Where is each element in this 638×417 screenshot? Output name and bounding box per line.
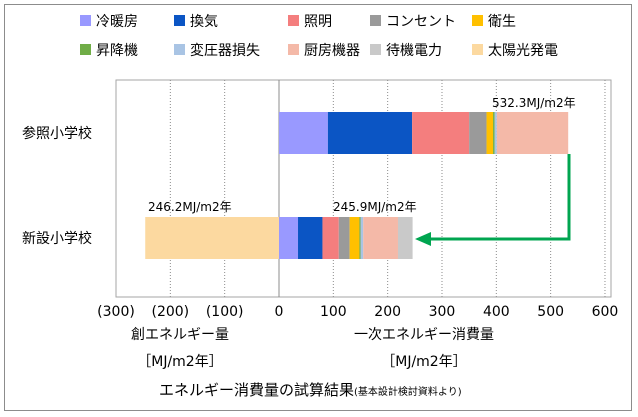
legend-swatch (472, 15, 483, 26)
bar-segment (363, 217, 398, 259)
bar-segment (412, 112, 470, 154)
value-annotation: 245.9MJ/m2年 (333, 200, 417, 214)
arrow-line (429, 154, 571, 241)
x-tick-label: 300 (429, 304, 456, 320)
x-tick-label: 400 (483, 304, 510, 320)
legend-swatch (288, 44, 299, 55)
legend-label: 照明 (304, 14, 332, 30)
arrow-head (415, 232, 431, 246)
x-tick-labels: (300) (200) (100) 0 100 200 300 400 500 600 (97, 304, 618, 320)
bar-segment (397, 217, 413, 259)
x-axis-right-label: 一次エネルギー消費量 (354, 327, 494, 343)
x-tick-label: 200 (374, 304, 401, 320)
bar-segment (494, 112, 497, 154)
bar-segment (322, 217, 339, 259)
bar-segment (279, 112, 328, 154)
x-tick-label: 0 (275, 304, 284, 320)
bar-segment (279, 217, 299, 259)
bar-segment (496, 112, 569, 154)
bar-segment (469, 112, 487, 154)
comparison-arrow (415, 154, 571, 246)
legend-item: 衛生 (472, 14, 516, 30)
legend-label: 太陽光発電 (488, 43, 558, 59)
caption-note: (基本設計検討資料より) (354, 385, 462, 398)
x-tick-label: 600 (592, 304, 619, 320)
legend-swatch (80, 15, 91, 26)
legend-label: 換気 (190, 14, 218, 30)
x-tick-label: 500 (537, 304, 564, 320)
bar-segment (298, 217, 323, 259)
legend-item: 換気 (174, 14, 218, 30)
x-tick-label: 100 (320, 304, 347, 320)
x-axis-left-label: 創エネルギー量 (131, 327, 229, 343)
bar-segment (359, 217, 361, 259)
legend-item: コンセント (370, 14, 456, 30)
legend-label: 厨房機器 (304, 43, 360, 59)
x-axis-right-unit: ［MJ/m2年］ (381, 354, 466, 370)
annotations: 532.3MJ/m2年 245.9MJ/m2年 246.2MJ/m2年 (148, 96, 576, 214)
caption-main: エネルギー消費量の試算結果 (159, 381, 354, 399)
legend-swatch (80, 44, 91, 55)
legend-label: 変圧器損失 (190, 42, 260, 59)
legend-label: 待機電力 (386, 43, 442, 59)
legend-item: 照明 (288, 14, 332, 30)
legend-swatch (370, 44, 381, 55)
x-tick-label: (300) (97, 304, 135, 320)
category-label: 新設小学校 (22, 230, 92, 247)
legend-item: 太陽光発電 (472, 43, 558, 59)
legend-swatch (174, 44, 185, 55)
x-tick-label: (100) (206, 304, 244, 320)
legend-swatch (174, 15, 185, 26)
legend-item: 待機電力 (370, 43, 442, 59)
legend-label: 冷暖房 (96, 14, 138, 30)
legend-item: 厨房機器 (288, 43, 360, 59)
bar-segment (338, 217, 350, 259)
legend-item: 冷暖房 (80, 14, 138, 30)
bar-segment (145, 217, 279, 259)
bar-segment (360, 217, 364, 259)
bar-segment (493, 112, 495, 154)
value-annotation: 532.3MJ/m2年 (492, 96, 576, 110)
legend-swatch (370, 15, 381, 26)
bars (145, 112, 569, 259)
legend-label: コンセント (386, 14, 456, 30)
x-axis-left-unit: ［MJ/m2年］ (137, 354, 222, 370)
value-annotation: 246.2MJ/m2年 (148, 200, 232, 214)
legend-swatch (288, 15, 299, 26)
legend-item: 変圧器損失 (174, 42, 260, 59)
legend-swatch (472, 44, 483, 55)
caption: エネルギー消費量の試算結果(基本設計検討資料より) (159, 381, 462, 399)
bar-segment (327, 112, 413, 154)
legend-label: 昇降機 (96, 43, 138, 59)
x-tick-label: (200) (152, 304, 190, 320)
bar-segment (349, 217, 360, 259)
legend-label: 衛生 (488, 14, 516, 30)
category-label: 参照小学校 (22, 125, 92, 142)
bar-segment (486, 112, 494, 154)
legend-item: 昇降機 (80, 43, 138, 59)
